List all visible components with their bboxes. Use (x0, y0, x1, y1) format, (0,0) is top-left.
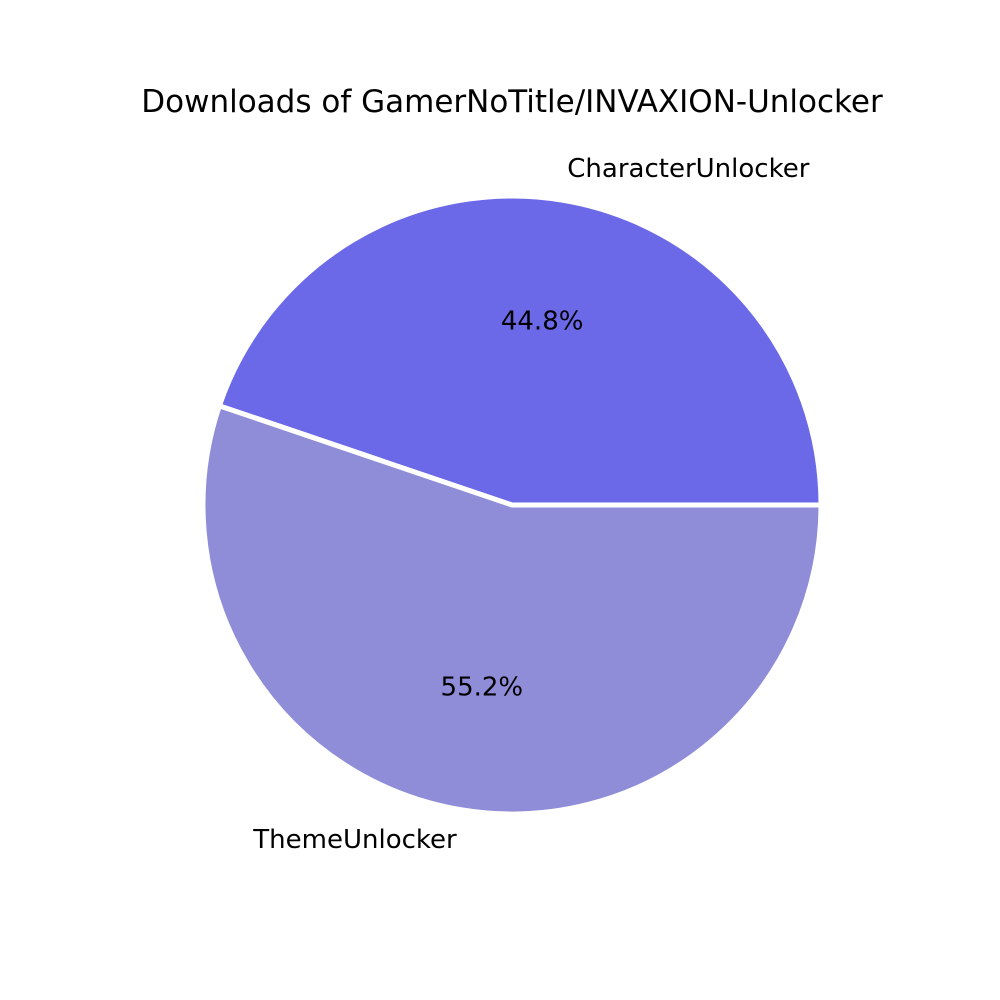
slice-percent-label: 55.2% (441, 672, 524, 702)
slice-label: CharacterUnlocker (567, 154, 809, 184)
slice-percent-label: 44.8% (501, 307, 584, 337)
pie-slices (200, 193, 824, 817)
slice-label: ThemeUnlocker (252, 825, 457, 855)
pie-slice-themeunlocker (200, 403, 824, 817)
chart-title: Downloads of GamerNoTitle/INVAXION-Unloc… (141, 84, 883, 120)
pie-slice-characterunlocker (216, 193, 824, 508)
pie-labels: CharacterUnlocker 44.8% ThemeUnlocker 55.2% (252, 154, 809, 855)
